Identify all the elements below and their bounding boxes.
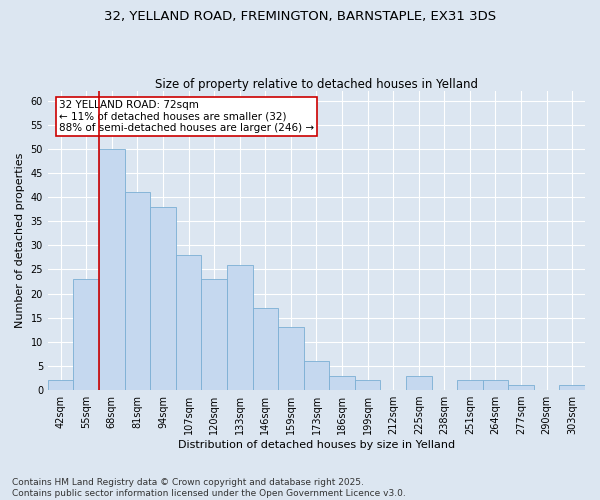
Bar xyxy=(176,255,202,390)
Bar xyxy=(253,308,278,390)
Bar xyxy=(482,380,508,390)
Bar xyxy=(304,361,329,390)
Text: Contains HM Land Registry data © Crown copyright and database right 2025.
Contai: Contains HM Land Registry data © Crown c… xyxy=(12,478,406,498)
Bar xyxy=(508,386,534,390)
Bar xyxy=(559,386,585,390)
Bar xyxy=(278,328,304,390)
Y-axis label: Number of detached properties: Number of detached properties xyxy=(15,153,25,328)
Bar xyxy=(227,264,253,390)
Bar xyxy=(125,192,150,390)
X-axis label: Distribution of detached houses by size in Yelland: Distribution of detached houses by size … xyxy=(178,440,455,450)
Bar xyxy=(73,279,99,390)
Bar xyxy=(406,376,431,390)
Bar xyxy=(457,380,482,390)
Bar xyxy=(48,380,73,390)
Title: Size of property relative to detached houses in Yelland: Size of property relative to detached ho… xyxy=(155,78,478,91)
Bar xyxy=(202,279,227,390)
Bar xyxy=(355,380,380,390)
Bar xyxy=(329,376,355,390)
Text: 32, YELLAND ROAD, FREMINGTON, BARNSTAPLE, EX31 3DS: 32, YELLAND ROAD, FREMINGTON, BARNSTAPLE… xyxy=(104,10,496,23)
Bar xyxy=(99,149,125,390)
Bar xyxy=(150,207,176,390)
Text: 32 YELLAND ROAD: 72sqm
← 11% of detached houses are smaller (32)
88% of semi-det: 32 YELLAND ROAD: 72sqm ← 11% of detached… xyxy=(59,100,314,133)
